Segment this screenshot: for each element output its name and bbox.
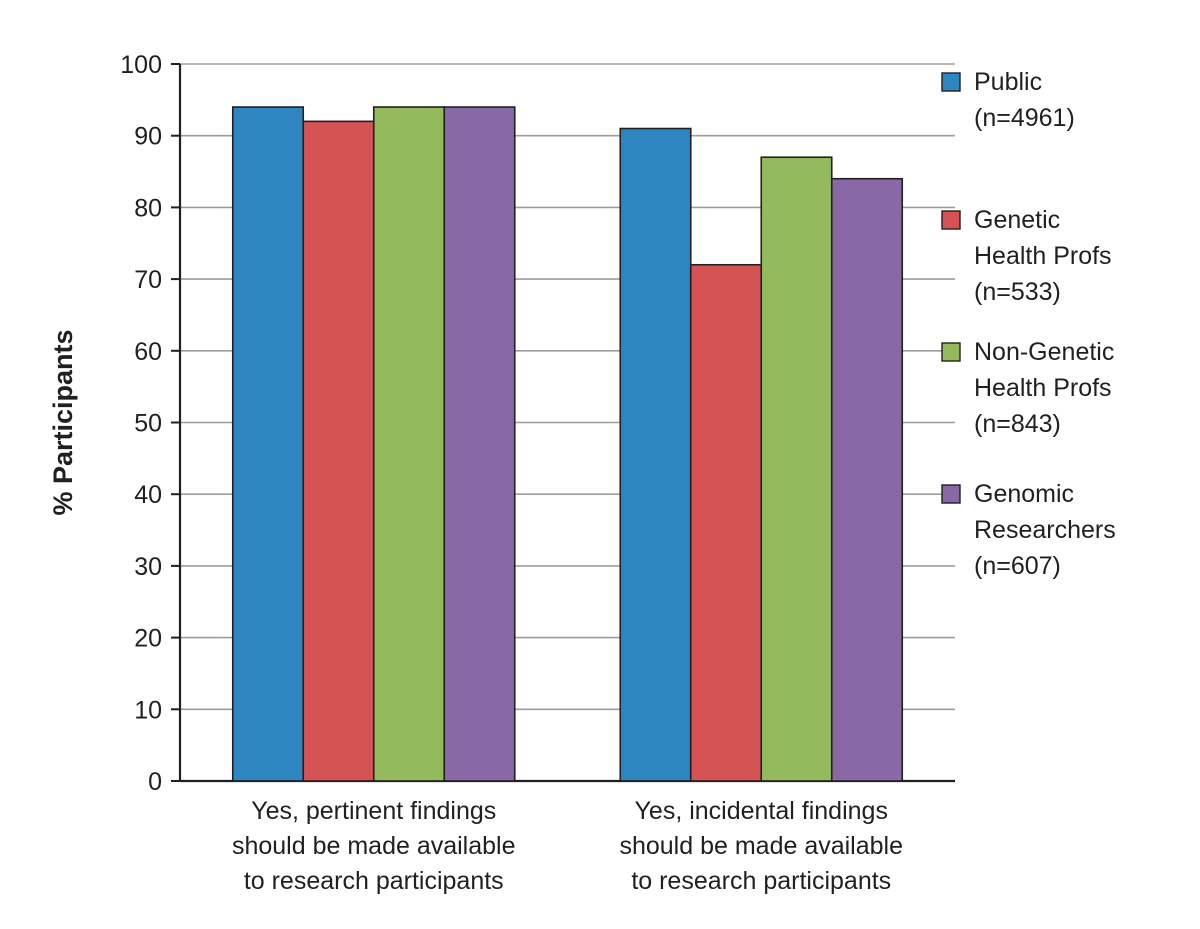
x-category-label-line: Yes, incidental findings [635, 797, 888, 825]
y-tick-label: 10 [134, 696, 162, 724]
legend-swatch [941, 72, 961, 92]
y-tick-label: 0 [148, 768, 162, 796]
legend-entry-line: Non-Genetic [974, 338, 1114, 366]
y-tick-label: 40 [134, 481, 162, 509]
legend-entry: Genetic Health Profs (n=533) [974, 206, 1112, 306]
y-tick-label: 50 [134, 410, 162, 438]
legend-entry-line: Genomic [974, 480, 1074, 508]
bar [231, 106, 305, 782]
bar [443, 106, 516, 782]
legend-entry-line: Health Profs [974, 374, 1112, 402]
x-category-label-line: should be made available [619, 832, 903, 860]
y-tick-label: 90 [134, 123, 162, 151]
legend-entry-line: Genetic [974, 206, 1060, 234]
legend-entry: Non-Genetic Health Profs (n=843) [974, 338, 1114, 438]
bar [302, 120, 375, 782]
y-tick-label: 100 [120, 51, 162, 79]
legend-swatch [941, 484, 961, 504]
legend-entry-line: Health Profs [974, 242, 1112, 270]
bar [760, 156, 833, 782]
x-category-label-line: to research participants [244, 867, 504, 895]
x-category-label-line: to research participants [631, 867, 891, 895]
y-tick-label: 60 [134, 338, 162, 366]
legend-entry-line: (n=4961) [974, 104, 1075, 132]
bar [619, 127, 692, 782]
legend-entry-line: Public [974, 68, 1042, 96]
y-tick-label: 80 [134, 194, 162, 222]
bar [830, 177, 904, 782]
axis-labels: 0 10 20 30 40 50 60 70 80 90 100 Yes, pertinent fin… [48, 51, 903, 895]
bars [231, 106, 904, 782]
y-axis-label: % Participants [48, 329, 78, 515]
bar [372, 106, 446, 782]
x-category-label: Yes, pertinent findings should be made av… [232, 797, 516, 895]
legend-entry-line: (n=843) [974, 410, 1061, 438]
y-tick-label: 70 [134, 266, 162, 294]
legend-entry: Genomic Researchers (n=607) [974, 480, 1116, 580]
y-tick-label: 20 [134, 625, 162, 653]
legend-entry-line: Researchers [974, 516, 1116, 544]
legend-entry-line: (n=607) [974, 552, 1061, 580]
bar [689, 263, 763, 782]
legend-swatch [941, 342, 961, 362]
legend-entry: Public (n=4961) [974, 68, 1075, 132]
x-category-label-line: Yes, pertinent findings [251, 797, 496, 825]
legend-entry-line: (n=533) [974, 278, 1061, 306]
y-tick-label: 30 [134, 553, 162, 581]
legend-swatch [941, 210, 961, 230]
legend: Public (n=4961) Genetic Health Profs (n=533)… [941, 68, 1116, 580]
x-category-label-line: should be made available [232, 832, 516, 860]
x-category-label: Yes, incidental findings should be made a… [619, 797, 903, 895]
